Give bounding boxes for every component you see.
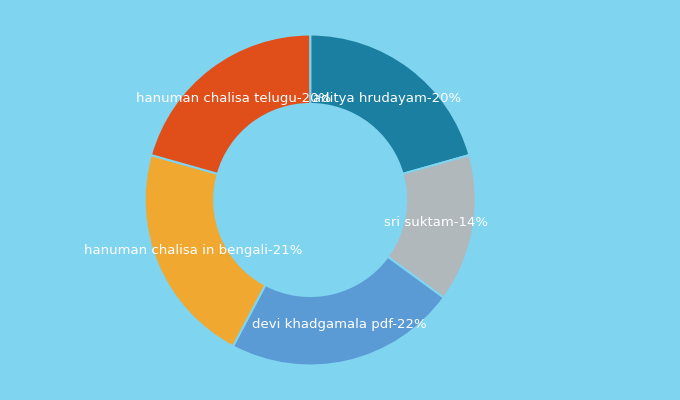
Wedge shape — [310, 34, 469, 174]
Wedge shape — [388, 155, 476, 298]
Text: hanuman chalisa telugu-20%: hanuman chalisa telugu-20% — [136, 92, 331, 105]
Text: aditya hrudayam-20%: aditya hrudayam-20% — [313, 92, 461, 105]
Text: sri suktam-14%: sri suktam-14% — [384, 216, 488, 229]
Wedge shape — [233, 257, 444, 366]
Text: hanuman chalisa in bengali-21%: hanuman chalisa in bengali-21% — [84, 244, 302, 257]
Text: devi khadgamala pdf-22%: devi khadgamala pdf-22% — [252, 318, 426, 331]
Wedge shape — [145, 155, 265, 346]
Wedge shape — [151, 34, 310, 174]
